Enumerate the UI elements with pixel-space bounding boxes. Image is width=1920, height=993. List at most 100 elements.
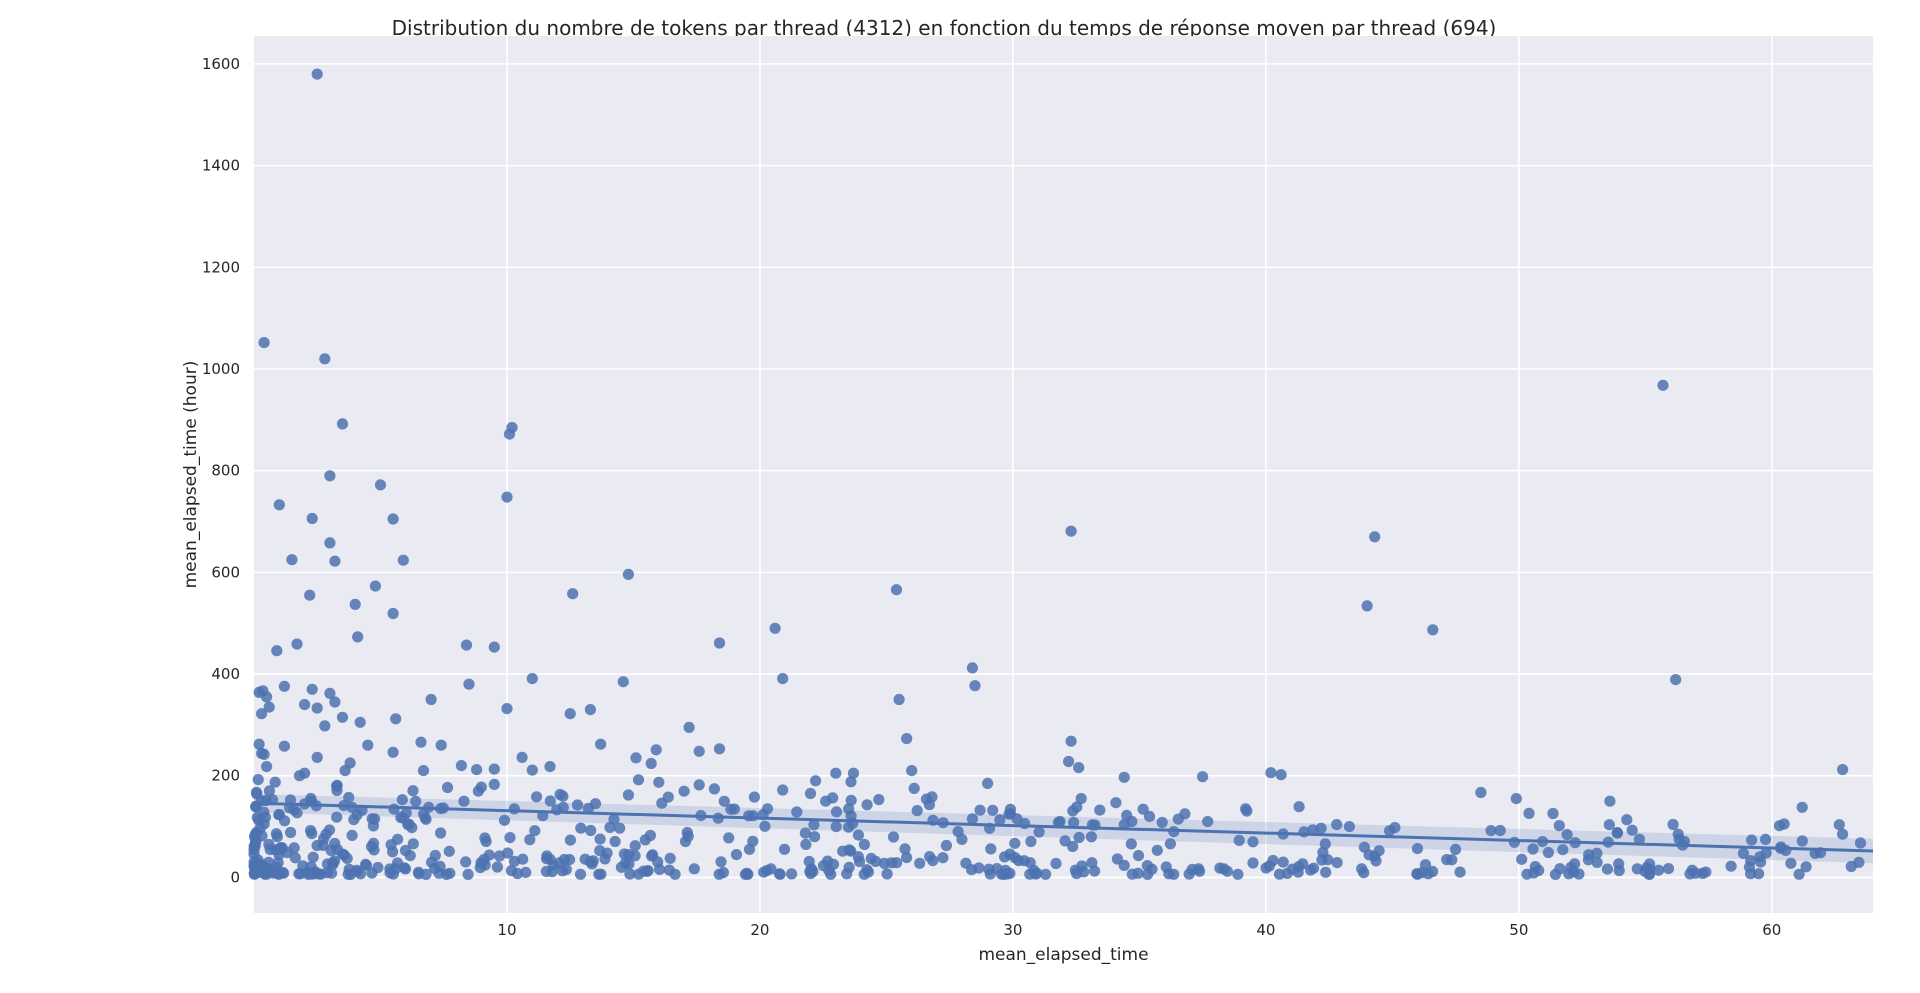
data-point: [387, 513, 399, 525]
data-point: [1146, 863, 1158, 875]
data-point: [1441, 854, 1453, 866]
data-point: [279, 815, 291, 827]
data-point: [564, 854, 576, 866]
data-point: [599, 853, 611, 865]
data-point: [291, 638, 303, 650]
data-point: [567, 588, 579, 600]
data-point: [1845, 860, 1857, 873]
data-point: [1673, 833, 1685, 845]
data-point: [873, 794, 885, 806]
data-point: [319, 720, 331, 732]
x-tick-label: 60: [1762, 921, 1781, 939]
data-point: [810, 775, 822, 787]
data-point: [1319, 838, 1331, 850]
data-point: [799, 827, 812, 839]
data-point: [974, 804, 986, 816]
data-point: [258, 337, 270, 349]
y-tick-label: 1600: [202, 55, 240, 73]
data-point: [1554, 863, 1566, 875]
data-point: [830, 821, 842, 833]
data-point: [901, 852, 913, 864]
data-point: [899, 843, 911, 855]
data-point: [341, 852, 353, 865]
data-point: [1025, 835, 1037, 848]
data-point: [293, 770, 306, 782]
data-point: [1745, 855, 1757, 867]
data-point: [808, 819, 820, 831]
data-point: [293, 868, 305, 880]
data-point: [336, 711, 349, 723]
data-point: [1686, 864, 1698, 876]
data-point: [387, 607, 399, 620]
data-point: [557, 801, 569, 814]
data-point: [306, 683, 318, 695]
data-point: [1653, 864, 1665, 876]
data-point: [1305, 864, 1317, 876]
data-point: [258, 867, 270, 879]
data-point: [1307, 824, 1319, 836]
data-point: [619, 857, 632, 869]
data-point: [825, 868, 837, 880]
data-point: [1427, 865, 1439, 878]
data-point: [272, 857, 284, 869]
data-point: [862, 866, 875, 878]
data-point: [460, 639, 473, 651]
data-point: [1137, 803, 1149, 815]
data-point: [1516, 853, 1528, 865]
data-point: [1143, 810, 1156, 823]
data-point: [501, 491, 513, 503]
data-point: [1286, 863, 1298, 875]
data-point: [800, 838, 812, 851]
data-point: [594, 845, 606, 857]
data-point: [1583, 849, 1595, 861]
data-point: [1361, 600, 1373, 612]
data-point: [311, 751, 323, 764]
data-point: [329, 555, 341, 567]
data-point: [1089, 865, 1101, 877]
data-point: [1527, 843, 1539, 855]
data-point: [845, 794, 857, 806]
data-point: [1233, 834, 1245, 847]
data-point: [417, 765, 430, 777]
data-point: [1854, 837, 1867, 849]
data-point: [529, 825, 541, 837]
data-point: [1054, 815, 1066, 828]
data-point: [463, 678, 475, 690]
data-points: [248, 68, 1867, 881]
plot-background: [254, 36, 1873, 913]
data-point: [843, 821, 855, 833]
data-point: [544, 761, 556, 773]
data-point: [488, 641, 500, 653]
data-point: [1785, 857, 1797, 869]
x-tick-label: 30: [1003, 921, 1022, 939]
data-point: [331, 784, 343, 797]
data-point: [1547, 807, 1559, 820]
data-point: [458, 795, 470, 807]
data-point: [1186, 863, 1198, 876]
data-point: [273, 499, 285, 511]
data-point: [617, 676, 629, 688]
data-point: [624, 868, 636, 880]
data-point: [387, 746, 399, 758]
data-point: [480, 835, 492, 848]
data-point: [1172, 813, 1184, 825]
data-point: [1384, 825, 1396, 837]
data-point: [1633, 833, 1645, 845]
data-point: [1050, 857, 1062, 870]
data-point: [360, 858, 372, 871]
data-point: [1073, 762, 1085, 774]
data-point: [354, 716, 366, 728]
data-point: [441, 781, 454, 794]
grid-lines: [254, 36, 1873, 913]
data-point: [769, 622, 781, 634]
x-axis-label: mean_elapsed_time: [978, 945, 1148, 965]
y-tick-labels: 0 200 400 600 800 1000 1200 1400 1600: [202, 55, 240, 886]
data-point: [1322, 854, 1334, 866]
data-point: [1510, 793, 1522, 805]
data-point: [263, 856, 275, 868]
data-point: [940, 839, 953, 852]
data-point: [1004, 808, 1017, 820]
data-point: [272, 868, 284, 880]
data-point: [683, 721, 695, 734]
data-point: [278, 740, 290, 752]
